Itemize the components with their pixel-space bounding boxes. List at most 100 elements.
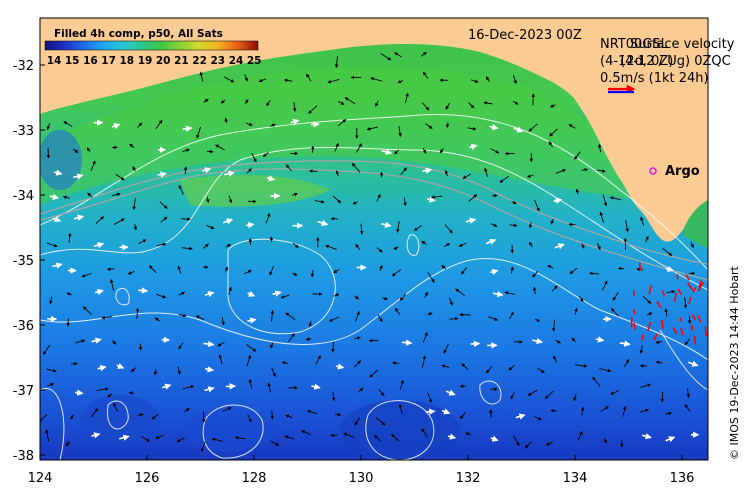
velocity-arrow <box>580 406 585 416</box>
velocity-arrow <box>46 147 51 159</box>
red-vector <box>691 324 694 331</box>
velocity-arrow <box>441 265 447 270</box>
colorbar-tick-label: 18 <box>119 55 134 67</box>
velocity-arrow <box>351 162 361 173</box>
contour-line <box>106 400 129 430</box>
red-vector <box>698 280 703 288</box>
velocity-arrow <box>291 192 298 197</box>
velocity-arrow <box>427 392 432 403</box>
contour-line <box>365 400 435 460</box>
red-vector <box>692 286 697 293</box>
velocity-arrow <box>182 385 195 390</box>
argo-velocity-arrow <box>204 290 215 298</box>
velocity-arrow <box>655 340 663 344</box>
red-vector <box>641 334 644 341</box>
velocity-arrow <box>441 364 450 368</box>
velocity-arrow <box>207 149 214 154</box>
velocity-arrow <box>270 440 280 446</box>
velocity-arrow <box>422 147 427 154</box>
argo-velocity-arrow <box>447 433 457 440</box>
velocity-arrow <box>488 316 499 321</box>
velocity-arrow <box>137 413 144 417</box>
velocity-arrow <box>338 100 345 105</box>
velocity-arrow <box>511 200 517 205</box>
velocity-arrow <box>537 367 545 374</box>
argo-velocity-arrow <box>74 389 84 396</box>
velocity-arrow <box>182 148 190 153</box>
velocity-scale-text: 0.5m/s (1kt 24h) <box>600 71 709 86</box>
velocity-arrow <box>369 369 379 378</box>
velocity-arrow <box>684 338 691 346</box>
contour-line <box>202 404 264 459</box>
velocity-arrow <box>609 196 622 201</box>
velocity-arrow <box>439 147 444 154</box>
bathymetry-line <box>40 168 708 281</box>
velocity-arrow <box>624 358 630 367</box>
colorbar-tick-label: 19 <box>138 55 153 67</box>
velocity-arrow <box>112 192 121 197</box>
velocity-arrow <box>664 308 668 317</box>
argo-velocity-arrow <box>381 148 393 155</box>
velocity-arrow <box>90 408 99 418</box>
argo-velocity-arrow <box>445 389 456 396</box>
velocity-arrow <box>285 312 296 321</box>
red-vector <box>653 333 658 341</box>
velocity-arrow <box>592 376 601 387</box>
velocity-arrow <box>662 247 673 256</box>
velocity-arrow <box>380 53 392 61</box>
cold-eddy <box>40 130 82 190</box>
velocity-arrow <box>354 336 361 340</box>
velocity-arrow <box>509 223 518 228</box>
velocity-arrow <box>223 76 235 83</box>
velocity-arrow <box>577 430 583 441</box>
velocity-arrow <box>470 79 479 83</box>
velocity-arrow <box>331 391 336 402</box>
velocity-arrow <box>113 218 125 225</box>
x-tick-label: 128 <box>242 471 267 486</box>
velocity-arrow <box>354 417 361 426</box>
velocity-arrow <box>327 78 340 84</box>
red-vector <box>633 322 637 331</box>
velocity-arrow <box>181 246 193 251</box>
velocity-arrow <box>449 316 459 321</box>
velocity-arrow <box>258 78 267 83</box>
argo-velocity-arrow <box>94 288 104 296</box>
velocity-arrow <box>377 314 383 323</box>
velocity-arrow <box>640 408 649 413</box>
argo-velocity-arrow <box>205 366 215 373</box>
velocity-arrow <box>266 99 271 107</box>
argo-velocity-arrow <box>515 413 526 420</box>
velocity-arrow <box>270 310 275 322</box>
velocity-arrow <box>374 434 381 442</box>
argo-float-marker[interactable] <box>649 167 657 175</box>
argo-velocity-arrow <box>492 290 504 298</box>
y-tick-label: -35 <box>13 254 34 269</box>
velocity-arrow <box>422 331 428 343</box>
velocity-arrow <box>111 340 117 345</box>
velocity-arrows <box>40 51 700 453</box>
velocity-arrow <box>206 196 210 203</box>
velocity-arrow <box>225 244 232 248</box>
argo-velocity-arrow <box>247 290 256 297</box>
argo-velocity-arrow <box>335 363 345 370</box>
red-vector <box>648 284 653 295</box>
velocity-arrow <box>95 216 104 224</box>
argo-velocity-arrow <box>489 123 499 131</box>
velocity-arrow <box>244 270 252 275</box>
velocity-arrow <box>292 101 297 112</box>
velocity-arrow <box>394 307 401 315</box>
y-axis: -32 -33 -34 -35 -36 -37 -38 <box>13 59 45 464</box>
velocity-arrow <box>461 266 468 275</box>
x-tick-label: 134 <box>563 471 588 486</box>
velocity-arrow <box>335 170 340 177</box>
velocity-arrow <box>224 266 229 273</box>
velocity-arrow <box>513 435 520 447</box>
velocity-arrow <box>222 407 232 412</box>
velocity-overlap-line2: (4-12 / Ug) 0ZQC <box>620 54 731 69</box>
velocity-arrow <box>244 74 248 82</box>
velocity-arrow <box>269 265 274 276</box>
velocity-arrow <box>128 391 135 395</box>
velocity-arrow <box>285 414 293 419</box>
velocity-arrow <box>330 217 339 221</box>
velocity-arrow <box>248 378 253 389</box>
